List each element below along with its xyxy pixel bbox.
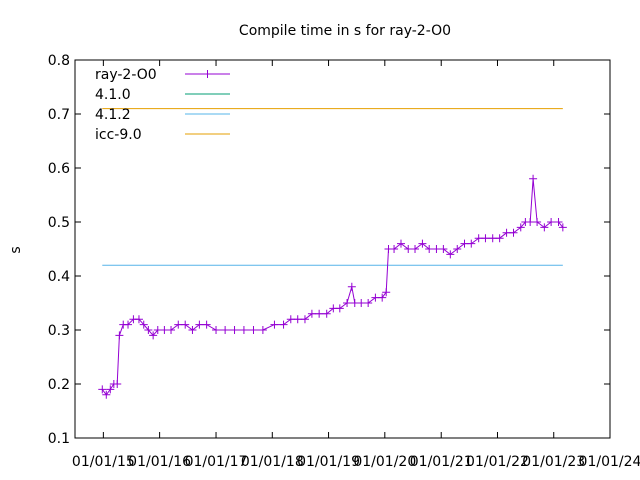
- data-point: [411, 245, 420, 253]
- legend: ray-2-O0 4.1.0 4.1.2 icc-9.0: [95, 67, 230, 143]
- data-point: [258, 326, 267, 334]
- data-point: [106, 385, 115, 394]
- data-point: [249, 326, 258, 334]
- data-point: [239, 326, 248, 334]
- series-ray-2-O0: [98, 174, 567, 399]
- legend-label: 4.1.0: [95, 87, 131, 103]
- data-point: [396, 239, 405, 248]
- data-point: [502, 228, 511, 237]
- data-point: [212, 326, 221, 334]
- data-point: [404, 245, 413, 253]
- data-point: [167, 326, 176, 334]
- x-tick-label: 01/01/17: [185, 454, 248, 470]
- x-tick-label: 01/01/22: [466, 454, 529, 470]
- data-point: [488, 234, 497, 243]
- data-point: [439, 245, 448, 253]
- data-point: [188, 326, 197, 334]
- plot-frame: [74, 59, 611, 439]
- data-point: [322, 309, 331, 318]
- data-point: [495, 234, 504, 243]
- data-point: [286, 315, 295, 324]
- y-tick-label: 0.5: [48, 215, 70, 231]
- data-point: [115, 331, 124, 340]
- data-point: [315, 309, 324, 318]
- x-tick-label: 01/01/19: [297, 454, 360, 470]
- y-tick-label: 0.1: [48, 431, 70, 447]
- x-tick-label: 01/01/15: [72, 454, 135, 470]
- data-point: [343, 299, 352, 307]
- x-tick-label: 01/01/21: [410, 454, 473, 470]
- y-axis-label: s: [8, 246, 24, 253]
- data-point: [270, 320, 279, 329]
- data-point: [378, 293, 387, 302]
- y-tick-label: 0.8: [48, 53, 70, 69]
- data-point: [144, 326, 153, 334]
- reference-lines: [102, 108, 563, 266]
- data-point: [481, 234, 490, 243]
- legend-marker: [203, 70, 212, 78]
- x-tick-label: 01/01/24: [579, 454, 640, 470]
- data-point: [533, 218, 542, 226]
- data-point: [279, 320, 288, 329]
- data-point: [300, 315, 309, 324]
- data-point: [516, 223, 525, 232]
- x-tick-label: 01/01/16: [128, 454, 191, 470]
- data-point: [432, 245, 441, 253]
- y-tick-label: 0.4: [48, 269, 70, 285]
- chart-title: Compile time in s for ray-2-O0: [239, 23, 451, 39]
- y-tick-label: 0.3: [48, 323, 70, 339]
- data-point: [425, 245, 434, 253]
- data-point: [307, 309, 316, 318]
- data-point: [195, 320, 204, 329]
- legend-label: icc-9.0: [95, 127, 142, 143]
- data-point: [390, 245, 399, 253]
- data-point: [509, 228, 518, 237]
- x-tick-label: 01/01/18: [241, 454, 304, 470]
- data-point: [181, 320, 190, 329]
- legend-label: 4.1.2: [95, 107, 131, 123]
- data-point: [134, 315, 143, 324]
- data-point: [102, 390, 111, 399]
- data-point: [357, 299, 366, 307]
- data-point: [293, 315, 302, 324]
- data-point: [558, 223, 567, 232]
- data-point: [554, 218, 563, 226]
- data-point: [149, 331, 158, 340]
- data-point: [230, 326, 239, 334]
- data-point: [453, 245, 462, 253]
- data-point: [113, 380, 122, 388]
- data-point: [547, 218, 556, 226]
- data-point: [371, 293, 380, 302]
- data-point: [202, 320, 211, 329]
- data-point: [221, 326, 230, 334]
- data-point: [364, 299, 373, 307]
- x-tick-label: 01/01/23: [522, 454, 585, 470]
- y-tick-label: 0.6: [48, 161, 70, 177]
- data-point: [529, 174, 538, 183]
- series-line: [101, 178, 564, 396]
- data-point: [382, 288, 391, 297]
- data-point: [335, 304, 344, 313]
- data-point: [540, 223, 549, 232]
- legend-label: ray-2-O0: [95, 67, 157, 83]
- data-point: [347, 282, 356, 291]
- data-point: [460, 239, 469, 248]
- data-point: [467, 239, 476, 248]
- x-tick-label: 01/01/20: [353, 454, 416, 470]
- data-point: [124, 320, 133, 329]
- y-tick-label: 0.2: [48, 377, 70, 393]
- data-point: [474, 234, 483, 243]
- data-point: [139, 320, 148, 329]
- data-point: [98, 385, 107, 394]
- data-point: [526, 218, 535, 226]
- y-tick-label: 0.7: [48, 107, 70, 123]
- data-point: [174, 320, 183, 329]
- axes: 0.1 0.2 0.3 0.4 0.5 0.6 0.7 0.8 01/01/1501/01/16…: [48, 53, 640, 470]
- data-point: [418, 239, 427, 248]
- data-point: [446, 250, 455, 259]
